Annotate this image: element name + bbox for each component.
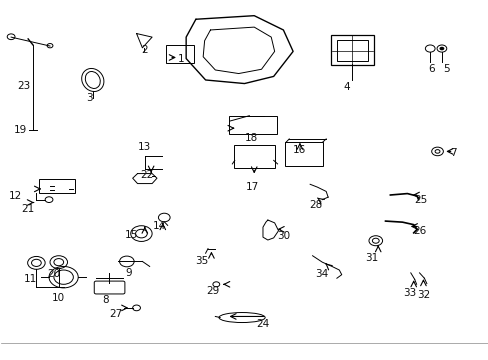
Text: 34: 34 xyxy=(314,269,327,279)
Text: 23: 23 xyxy=(18,81,31,91)
Text: 2: 2 xyxy=(141,45,148,55)
Text: 21: 21 xyxy=(21,203,35,213)
Text: 22: 22 xyxy=(141,170,154,180)
Text: 12: 12 xyxy=(8,191,21,201)
Text: 28: 28 xyxy=(308,200,322,210)
Text: 6: 6 xyxy=(427,64,434,74)
Text: 20: 20 xyxy=(47,269,61,279)
Text: 15: 15 xyxy=(125,230,138,240)
Text: 11: 11 xyxy=(24,274,37,284)
Text: 35: 35 xyxy=(195,256,208,266)
Text: 24: 24 xyxy=(256,319,269,329)
Text: 4: 4 xyxy=(343,82,349,92)
Text: 16: 16 xyxy=(293,145,306,155)
Text: 19: 19 xyxy=(14,125,27,135)
Text: 8: 8 xyxy=(102,295,109,305)
Text: 18: 18 xyxy=(244,133,258,143)
Text: 33: 33 xyxy=(403,288,416,297)
Text: 1: 1 xyxy=(178,54,184,64)
Text: 30: 30 xyxy=(276,231,289,242)
Text: 26: 26 xyxy=(412,226,426,236)
Text: 27: 27 xyxy=(109,309,122,319)
Circle shape xyxy=(439,47,444,50)
Text: 5: 5 xyxy=(443,64,449,74)
Text: 31: 31 xyxy=(365,252,378,262)
Text: 10: 10 xyxy=(52,293,65,303)
Text: 7: 7 xyxy=(449,148,456,158)
Text: 17: 17 xyxy=(245,182,258,192)
Text: 3: 3 xyxy=(86,93,93,103)
Text: 13: 13 xyxy=(138,142,151,152)
Text: 14: 14 xyxy=(153,221,166,231)
Text: 25: 25 xyxy=(413,195,426,205)
Text: 9: 9 xyxy=(125,268,132,278)
Text: 29: 29 xyxy=(205,286,219,296)
Text: 32: 32 xyxy=(416,290,429,300)
